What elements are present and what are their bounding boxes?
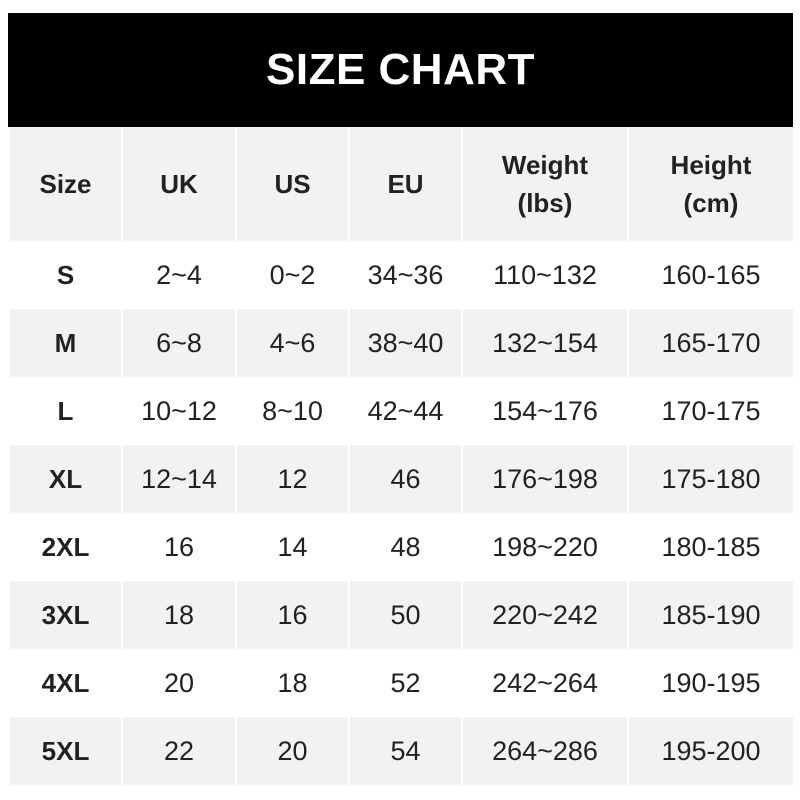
cell-height: 175-180	[627, 445, 795, 513]
cell-eu: 42~44	[348, 377, 463, 445]
cell-us: 0~2	[235, 241, 350, 309]
column-header-size: Size	[8, 127, 123, 241]
table-row: S 2~4 0~2 34~36 110~132 160-165	[8, 241, 795, 309]
column-header-text: UK	[160, 169, 198, 199]
table-row: 3XL 18 16 50 220~242 185-190	[8, 581, 795, 649]
cell-size: M	[8, 309, 123, 377]
cell-uk: 6~8	[121, 309, 237, 377]
cell-uk: 12~14	[121, 445, 237, 513]
size-chart-table: Size UK US EU Weight (lbs) Height (cm) S 2~4 0~2 3…	[8, 127, 795, 785]
column-header-uk: UK	[121, 127, 237, 241]
column-header-text: Weight	[501, 150, 589, 180]
cell-us: 18	[235, 649, 350, 717]
cell-height: 160-165	[627, 241, 795, 309]
cell-us: 12	[235, 445, 350, 513]
cell-uk: 16	[121, 513, 237, 581]
cell-height: 195-200	[627, 717, 795, 785]
cell-us: 16	[235, 581, 350, 649]
cell-weight: 176~198	[461, 445, 629, 513]
cell-uk: 20	[121, 649, 237, 717]
cell-weight: 264~286	[461, 717, 629, 785]
column-header-text: Height	[670, 150, 752, 180]
column-header-eu: EU	[348, 127, 463, 241]
cell-height: 170-175	[627, 377, 795, 445]
cell-height: 180-185	[627, 513, 795, 581]
cell-eu: 34~36	[348, 241, 463, 309]
cell-weight: 242~264	[461, 649, 629, 717]
cell-weight: 220~242	[461, 581, 629, 649]
cell-size: 4XL	[8, 649, 123, 717]
cell-eu: 38~40	[348, 309, 463, 377]
cell-height: 185-190	[627, 581, 795, 649]
cell-size: L	[8, 377, 123, 445]
column-header-text: (lbs)	[517, 188, 573, 218]
cell-weight: 132~154	[461, 309, 629, 377]
cell-eu: 54	[348, 717, 463, 785]
cell-size: S	[8, 241, 123, 309]
cell-uk: 18	[121, 581, 237, 649]
cell-uk: 22	[121, 717, 237, 785]
cell-us: 20	[235, 717, 350, 785]
table-row: XL 12~14 12 46 176~198 175-180	[8, 445, 795, 513]
cell-size: XL	[8, 445, 123, 513]
cell-uk: 2~4	[121, 241, 237, 309]
cell-eu: 46	[348, 445, 463, 513]
cell-eu: 52	[348, 649, 463, 717]
cell-us: 8~10	[235, 377, 350, 445]
header-row: Size UK US EU Weight (lbs) Height (cm)	[8, 127, 795, 241]
column-header-text: Size	[39, 169, 92, 199]
column-header-text: (cm)	[683, 188, 739, 218]
cell-us: 14	[235, 513, 350, 581]
cell-height: 190-195	[627, 649, 795, 717]
cell-size: 5XL	[8, 717, 123, 785]
table-row: M 6~8 4~6 38~40 132~154 165-170	[8, 309, 795, 377]
cell-height: 165-170	[627, 309, 795, 377]
cell-eu: 48	[348, 513, 463, 581]
table-row: L 10~12 8~10 42~44 154~176 170-175	[8, 377, 795, 445]
cell-size: 3XL	[8, 581, 123, 649]
size-chart-title: SIZE CHART	[8, 13, 793, 127]
table-row: 2XL 16 14 48 198~220 180-185	[8, 513, 795, 581]
cell-eu: 50	[348, 581, 463, 649]
cell-size: 2XL	[8, 513, 123, 581]
cell-weight: 110~132	[461, 241, 629, 309]
column-header-us: US	[235, 127, 350, 241]
cell-weight: 198~220	[461, 513, 629, 581]
column-header-text: US	[274, 169, 311, 199]
cell-us: 4~6	[235, 309, 350, 377]
column-header-text: EU	[387, 169, 424, 199]
cell-weight: 154~176	[461, 377, 629, 445]
column-header-weight: Weight (lbs)	[461, 127, 629, 241]
column-header-height: Height (cm)	[627, 127, 795, 241]
table-row: 5XL 22 20 54 264~286 195-200	[8, 717, 795, 785]
cell-uk: 10~12	[121, 377, 237, 445]
table-row: 4XL 20 18 52 242~264 190-195	[8, 649, 795, 717]
